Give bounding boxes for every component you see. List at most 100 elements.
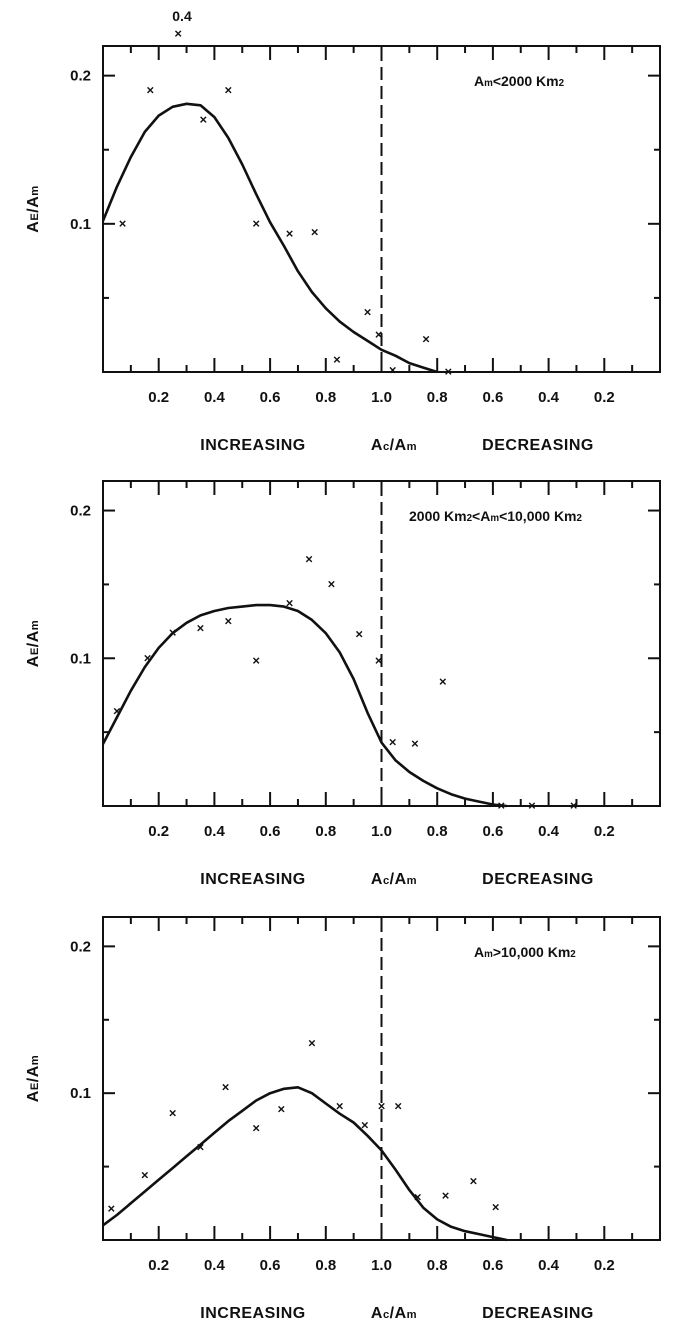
- data-point: ×: [378, 1098, 386, 1113]
- label-text: <A: [472, 508, 490, 524]
- y-tick-label: 0.1: [70, 650, 91, 667]
- x-tick-label: 0.4: [204, 823, 226, 840]
- data-point: ×: [442, 1188, 450, 1203]
- data-point: ×: [411, 736, 419, 751]
- label-subscript: E: [29, 647, 41, 655]
- x-tick-label: 0.6: [482, 823, 503, 840]
- x-tick-label: 0.4: [538, 823, 560, 840]
- x-axis-title: Ac/Am: [371, 871, 417, 888]
- x-axis-title: Ac/Am: [371, 437, 417, 454]
- x-tick-label: 0.8: [427, 389, 448, 406]
- y-tick-label: 0.1: [70, 216, 91, 233]
- label-subscript: c: [383, 1309, 390, 1321]
- label-text: A: [371, 1305, 383, 1321]
- label-subscript: c: [383, 441, 390, 453]
- x-tick-label: 0.2: [148, 389, 169, 406]
- data-point: ×: [252, 653, 260, 668]
- x-axis-left-text: INCREASING: [200, 1305, 305, 1321]
- offscale-value-label: 0.4: [172, 8, 192, 24]
- data-point: ×: [147, 82, 155, 97]
- label-text: A: [371, 437, 383, 454]
- label-subscript: 2: [570, 949, 576, 960]
- data-point: ×: [336, 1098, 344, 1113]
- y-tick-label: 0.1: [70, 1085, 91, 1102]
- group-annotation: Am>10,000 Km2: [474, 944, 576, 960]
- x-axis-right-text: DECREASING: [482, 437, 594, 454]
- label-subscript: 2: [559, 78, 565, 89]
- label-text: /A: [390, 871, 407, 888]
- x-tick-label: 0.8: [315, 1257, 336, 1274]
- data-point: ×: [277, 1101, 285, 1116]
- data-point: ×: [389, 734, 397, 749]
- data-point: ×: [311, 225, 319, 240]
- y-tick-label: 0.2: [70, 938, 91, 955]
- label-text: <10,000 Km: [499, 508, 576, 524]
- chart-panel-3: 0.1 0.2 0.2 0.4 0.6 0.8 1.0 0.8 0.6 0.4 0.2 INCREAS…: [25, 916, 661, 1321]
- data-point: ×: [422, 331, 430, 346]
- x-tick-label: 0.8: [315, 389, 336, 406]
- label-subscript: m: [490, 513, 499, 524]
- label-subscript: c: [383, 875, 390, 887]
- chart-panel-2: 0.1 0.2 0.2 0.4 0.6 0.8 1.0 0.8 0.6 0.4 0.2 INCREAS…: [25, 480, 661, 888]
- label-text: /A: [25, 630, 42, 647]
- x-tick-label: 0.2: [594, 823, 615, 840]
- x-tick-label: 0.8: [427, 1257, 448, 1274]
- x-tick-label: 0.2: [148, 823, 169, 840]
- x-axis-right-text: DECREASING: [482, 1305, 594, 1321]
- label-text: A: [25, 221, 42, 233]
- data-point: ×: [492, 1200, 500, 1215]
- data-point: ×: [141, 1167, 149, 1182]
- x-tick-label: 0.8: [315, 823, 336, 840]
- data-point: ×: [144, 650, 152, 665]
- data-point: ×: [470, 1173, 478, 1188]
- y-axis-title: AE/Am: [25, 1055, 42, 1102]
- label-subscript: E: [29, 213, 41, 221]
- data-point: ×: [225, 82, 233, 97]
- data-point: ×: [252, 1120, 260, 1135]
- label-subscript: m: [29, 1055, 41, 1065]
- data-point: ×: [119, 216, 127, 231]
- data-point: ×: [497, 798, 505, 813]
- x-tick-label: 0.4: [204, 389, 226, 406]
- data-point: ×: [225, 613, 233, 628]
- data-point: ×: [308, 1035, 316, 1050]
- x-tick-label: 0.4: [538, 389, 560, 406]
- data-point: ×: [439, 674, 447, 689]
- data-point: ×: [375, 653, 383, 668]
- x-axis-right-text: DECREASING: [482, 871, 594, 888]
- x-tick-label: 0.4: [538, 1257, 560, 1274]
- y-tick-label: 0.2: [70, 503, 91, 520]
- label-subscript: 2: [467, 513, 473, 524]
- x-axis-left-text: INCREASING: [200, 871, 305, 888]
- label-text: A: [25, 1090, 42, 1102]
- x-tick-label: 0.6: [260, 389, 281, 406]
- x-axis-left-text: INCREASING: [200, 437, 305, 454]
- y-tick-label: 0.2: [70, 68, 91, 85]
- data-point: ×: [108, 1201, 116, 1216]
- fit-curve: [102, 1086, 508, 1242]
- label-text: /A: [390, 1305, 407, 1321]
- label-text: /A: [390, 437, 407, 454]
- data-point: ×: [528, 798, 536, 813]
- group-annotation: 2000 Km2<Am<10,000 Km2: [409, 508, 583, 524]
- x-tick-label: 1.0: [371, 389, 392, 406]
- data-point: ×: [286, 226, 294, 241]
- label-text: A: [474, 73, 484, 89]
- group-annotation: Am<2000 Km2: [474, 73, 565, 89]
- data-point: ×: [113, 703, 121, 718]
- data-point: ×: [375, 327, 383, 342]
- data-point: ×: [333, 352, 341, 367]
- label-text: A: [371, 871, 383, 888]
- data-point: ×: [169, 625, 177, 640]
- data-point: ×: [174, 26, 182, 41]
- label-text: A: [474, 944, 484, 960]
- x-tick-label: 0.8: [427, 823, 448, 840]
- data-point: ×: [355, 627, 363, 642]
- data-point: ×: [197, 621, 205, 636]
- x-tick-label: 0.6: [260, 1257, 281, 1274]
- label-subscript: m: [29, 185, 41, 195]
- label-text: /A: [25, 1065, 42, 1082]
- fit-curve: [101, 102, 438, 374]
- data-point: ×: [305, 551, 313, 566]
